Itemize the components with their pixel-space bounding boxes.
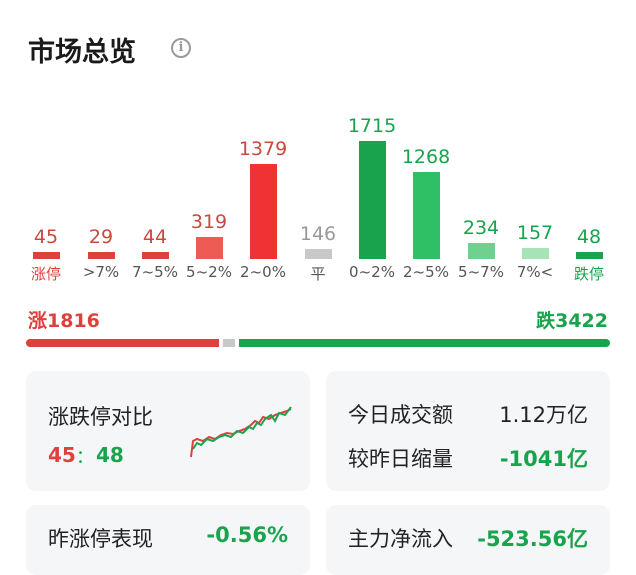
distribution-chart: 45 涨停 29 >7% 44 7~5% 319 5~2% 1379 2~0% 146 平 1715 0~… (30, 115, 605, 283)
bar-value-label: 234 (462, 217, 500, 239)
limit-up-count: 45 (48, 443, 76, 467)
bar-category-label: 平 (310, 265, 326, 283)
bar-6 (358, 141, 386, 259)
yesterday-limit-label: 昨涨停表现 (48, 527, 153, 551)
bar-value-label: 44 (142, 226, 168, 248)
page-title: 市场总览 (28, 37, 136, 68)
limit-compare-title: 涨跌停对比 (48, 405, 153, 429)
bar-category-label: 跌停 (573, 265, 605, 283)
yesterday-limit-value: -0.56% (206, 523, 288, 547)
limit-down-count: 48 (96, 443, 124, 467)
bar-category-label: 7%< (516, 263, 554, 281)
bar-value-label: 45 (33, 226, 59, 248)
bar-9 (521, 248, 549, 259)
ratio-down-segment (239, 339, 610, 347)
limit-trend-sparkline (190, 406, 292, 458)
main-flow-label: 主力净流入 (348, 527, 453, 551)
bar-category-label: 7~5% (132, 263, 178, 281)
bar-value-label: 29 (88, 226, 114, 248)
bar-5 (304, 249, 332, 259)
info-icon[interactable]: i (171, 38, 191, 58)
bar-value-label: 1268 (401, 146, 451, 168)
up-total: 涨1816 (28, 310, 100, 332)
bar-value-label: 157 (516, 222, 554, 244)
bar-8 (467, 243, 495, 259)
ratio-flat-segment (223, 339, 235, 347)
bar-category-label: >7% (82, 263, 120, 281)
bar-category-label: 5~2% (186, 263, 232, 281)
bar-2 (141, 252, 169, 259)
bar-10 (575, 252, 603, 259)
turnover-card[interactable]: 今日成交额 1.12万亿 较昨日缩量 -1041亿 (326, 371, 610, 491)
turnover-value: 1.12万亿 (499, 403, 588, 427)
main-flow-card[interactable]: 主力净流入 -523.56亿 (326, 505, 610, 575)
bar-category-label: 2~5% (403, 263, 449, 281)
down-total: 跌3422 (536, 310, 608, 332)
bar-value-label: 146 (299, 223, 337, 245)
bar-value-label: 48 (576, 226, 602, 248)
yesterday-limit-card[interactable]: 昨涨停表现 -0.56% (26, 505, 310, 575)
limit-separator: ： (76, 447, 94, 468)
bar-category-label: 涨停 (30, 265, 62, 283)
turnover-change-value: -1041亿 (499, 447, 588, 471)
turnover-change-label: 较昨日缩量 (348, 447, 453, 471)
up-down-ratio-bar (26, 339, 610, 347)
bar-category-label: 2~0% (240, 263, 286, 281)
turnover-label: 今日成交额 (348, 403, 453, 427)
main-flow-value: -523.56亿 (477, 527, 588, 551)
bar-7 (412, 172, 440, 259)
bar-value-label: 1715 (347, 115, 397, 137)
bar-3 (195, 237, 223, 259)
bar-1 (87, 252, 115, 259)
bar-category-label: 0~2% (349, 263, 395, 281)
bar-value-label: 319 (190, 211, 228, 233)
bar-4 (249, 164, 277, 259)
bar-category-label: 5~7% (458, 263, 504, 281)
bar-0 (32, 252, 60, 259)
limit-compare-card[interactable]: 涨跌停对比 45 ： 48 (26, 371, 310, 491)
bar-value-label: 1379 (238, 138, 288, 160)
ratio-up-segment (26, 339, 219, 347)
